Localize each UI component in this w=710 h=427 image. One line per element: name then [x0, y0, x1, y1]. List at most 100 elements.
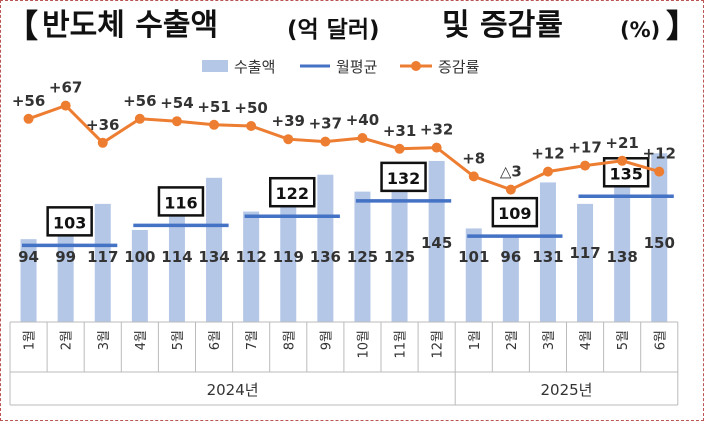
average-label: 135 — [609, 164, 642, 183]
title-main: 반도체 수출액 — [42, 8, 218, 43]
bar — [391, 191, 408, 322]
bar — [20, 239, 37, 322]
bar-value-label: 117 — [87, 248, 118, 266]
bar-value-label: 112 — [235, 248, 266, 266]
average-label: 132 — [387, 169, 420, 188]
average-box — [157, 186, 205, 217]
month-label: 11월 — [394, 330, 409, 359]
title-rest: 및 증감률 — [442, 8, 563, 43]
bar — [465, 228, 482, 322]
month-label: 7월 — [245, 330, 260, 350]
average-label: 103 — [53, 213, 86, 232]
growth-label: △3 — [500, 163, 522, 181]
growth-point — [542, 166, 553, 177]
growth-point — [654, 166, 665, 177]
growth-point — [171, 116, 182, 127]
title-unit: (억 달러) — [287, 17, 380, 43]
growth-label: +31 — [383, 122, 416, 140]
bar-value-label: 145 — [421, 234, 452, 252]
bars — [20, 153, 668, 322]
growth-label: +39 — [272, 112, 305, 130]
bar-value-label: 136 — [310, 248, 341, 266]
growth-label: +40 — [346, 111, 379, 129]
bar-value-label: 131 — [532, 248, 563, 266]
average-label: 116 — [164, 193, 197, 212]
bar — [354, 191, 371, 322]
bar — [502, 236, 519, 322]
bar — [168, 208, 185, 322]
month-label: 6월 — [653, 330, 668, 350]
month-label: 4월 — [579, 330, 594, 350]
legend-label-average: 월평균 — [336, 58, 378, 76]
growth-point — [134, 113, 145, 124]
title-open-bracket: 【 — [6, 7, 38, 45]
growth-label: +36 — [86, 116, 119, 134]
growth-point — [617, 155, 628, 166]
average-box — [380, 161, 427, 193]
chart-title: 【 반도체 수출액 (억 달러) 및 증감률 (%) 】 — [6, 7, 698, 45]
bar-value-label: 99 — [55, 248, 76, 266]
month-label: 9월 — [319, 330, 334, 350]
growth-point — [468, 171, 479, 182]
bar-labels: 94 99 117 100 114 134 112 119 136 125 125 145 101 96 1… — [18, 234, 675, 266]
month-label: 3월 — [97, 330, 112, 350]
legend-marker-growth — [411, 61, 421, 71]
growth-point — [580, 160, 591, 171]
bar-value-label: 117 — [569, 244, 600, 262]
growth-point — [505, 184, 516, 195]
bar-value-label: 125 — [347, 248, 378, 266]
year-label: 2025년 — [541, 381, 593, 399]
bar — [131, 229, 148, 322]
month-label: 1월 — [23, 330, 38, 350]
growth-label: +8 — [462, 149, 485, 167]
bar-value-label: 119 — [273, 248, 304, 266]
bar — [243, 211, 260, 322]
average-lines: 103 116 122 132 109 135 — [22, 157, 674, 248]
title-percent: (%) — [620, 18, 660, 42]
growth-label: +56 — [123, 92, 156, 110]
growth-point — [209, 119, 220, 130]
month-label: 2월 — [60, 330, 75, 350]
x-axis: 1월 2월 3월 4월 5월 6월 7월 8월 9월 10월 11월 12월 1월 2월 3월 4월 5월 6월 2… — [9, 321, 679, 406]
bar — [94, 203, 111, 322]
month-label: 10월 — [356, 330, 371, 359]
bar — [539, 182, 556, 322]
growth-point — [283, 134, 294, 145]
bar-value-label: 150 — [644, 234, 675, 252]
growth-point — [23, 113, 34, 124]
legend-label-export: 수출액 — [234, 58, 275, 76]
growth-label: +32 — [420, 121, 453, 139]
bar-value-label: 125 — [384, 248, 415, 266]
bar — [577, 203, 594, 322]
legend: 수출액 월평균 증감률 — [202, 58, 480, 76]
average-box — [269, 176, 316, 208]
growth-label: +50 — [234, 99, 267, 117]
bar — [317, 174, 334, 322]
bar-value-label: 94 — [18, 248, 39, 266]
month-label: 4월 — [134, 330, 149, 350]
bar-value-label: 101 — [458, 248, 489, 266]
month-label: 5월 — [616, 330, 631, 350]
growth-label: +21 — [605, 134, 638, 152]
bar — [614, 171, 631, 322]
bar — [280, 200, 297, 322]
bar-value-label: 138 — [606, 248, 637, 266]
growth-label: +51 — [197, 98, 230, 116]
legend-swatch-export — [202, 60, 228, 72]
growth-point — [394, 143, 405, 154]
growth-point — [357, 133, 368, 143]
month-label: 8월 — [282, 330, 297, 350]
growth-label: +12 — [531, 145, 564, 163]
month-label: 12월 — [431, 330, 446, 359]
bar-value-label: 96 — [500, 248, 521, 266]
bar-value-label: 134 — [198, 248, 229, 266]
growth-label: +56 — [12, 92, 45, 110]
bar — [206, 177, 223, 322]
average-label: 122 — [276, 184, 309, 203]
legend-label-growth: 증감률 — [438, 58, 480, 76]
chart-frame — [0, 0, 704, 421]
month-label: 6월 — [208, 330, 223, 350]
growth-label: +37 — [309, 115, 342, 133]
bar-value-label: 100 — [124, 248, 155, 266]
growth-label: +12 — [643, 145, 676, 163]
